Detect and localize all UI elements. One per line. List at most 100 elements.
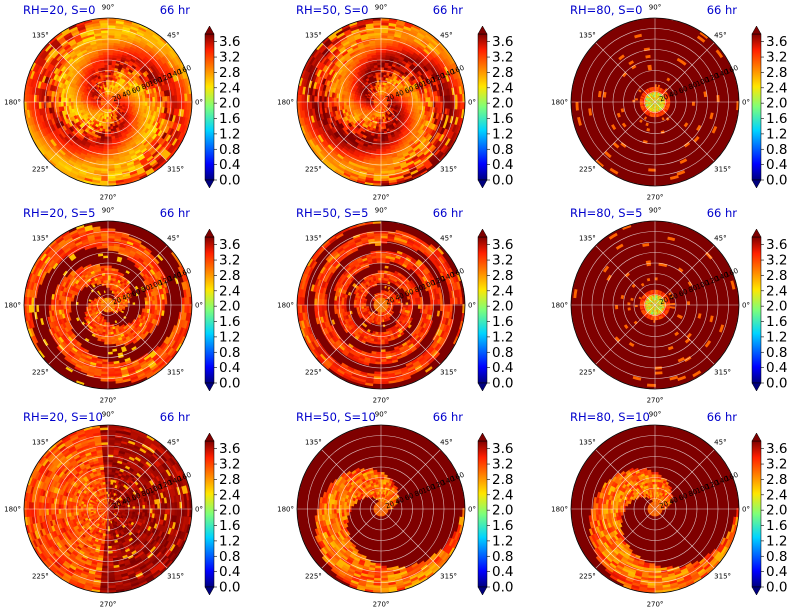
heatmap-cell bbox=[90, 102, 94, 104]
heatmap-cell bbox=[375, 151, 382, 155]
heatmap-cell bbox=[55, 62, 63, 70]
heatmap-cell bbox=[424, 33, 433, 41]
heatmap-cell bbox=[356, 104, 360, 108]
heatmap-cell bbox=[406, 160, 415, 167]
heatmap-cell bbox=[87, 100, 91, 103]
heatmap-cell bbox=[648, 107, 651, 111]
heatmap-cell bbox=[404, 142, 411, 149]
heatmap-cell bbox=[620, 142, 627, 148]
heatmap-cell bbox=[349, 25, 359, 32]
heatmap-cell bbox=[75, 23, 86, 30]
heatmap-cell bbox=[324, 40, 333, 49]
heatmap-cell bbox=[73, 105, 77, 110]
heatmap-cell bbox=[140, 73, 146, 79]
heatmap-cell bbox=[58, 97, 62, 103]
heatmap-cell bbox=[70, 102, 74, 107]
heatmap-cell bbox=[134, 49, 142, 55]
heatmap-cell bbox=[66, 128, 73, 135]
heatmap-cell bbox=[440, 143, 448, 153]
heatmap-cell bbox=[440, 75, 446, 84]
heatmap-cell bbox=[657, 103, 660, 105]
heatmap-cell bbox=[178, 115, 184, 125]
heatmap-cell bbox=[595, 159, 604, 168]
heatmap-cell bbox=[128, 60, 135, 66]
heatmap-cell bbox=[82, 302, 86, 306]
heatmap-cell bbox=[111, 113, 114, 117]
heatmap-cell bbox=[98, 104, 102, 107]
heatmap-cell bbox=[120, 100, 124, 102]
heatmap-cell bbox=[344, 116, 349, 122]
heatmap-cell bbox=[384, 57, 390, 61]
heatmap-cell bbox=[73, 95, 77, 100]
heatmap-cell bbox=[169, 81, 174, 90]
heatmap-cell bbox=[67, 159, 77, 166]
heatmap-cell bbox=[371, 98, 375, 100]
heatmap-cell bbox=[99, 309, 103, 312]
heatmap-cell bbox=[436, 141, 444, 150]
heatmap-cell bbox=[44, 44, 53, 53]
heatmap-cell bbox=[100, 100, 104, 102]
heatmap-cell bbox=[77, 28, 87, 34]
heatmap-cell bbox=[97, 132, 103, 137]
heatmap-cell bbox=[67, 38, 76, 45]
heatmap-cell bbox=[146, 73, 152, 80]
heatmap-cell bbox=[112, 115, 115, 119]
heatmap-cell bbox=[333, 40, 342, 48]
heatmap-cell bbox=[147, 156, 156, 164]
heatmap-cell bbox=[375, 77, 379, 81]
heatmap-cell bbox=[151, 125, 157, 133]
heatmap-cell bbox=[142, 132, 149, 139]
heatmap-cell bbox=[346, 98, 350, 103]
heatmap-cell bbox=[62, 67, 68, 74]
heatmap-cell bbox=[42, 153, 51, 163]
heatmap-cell bbox=[650, 103, 654, 106]
heatmap-cell bbox=[109, 300, 112, 304]
heatmap-cell bbox=[343, 145, 350, 152]
heatmap-cell bbox=[104, 306, 107, 310]
heatmap-cell bbox=[128, 68, 134, 74]
heatmap-cell bbox=[643, 109, 647, 113]
heatmap-cell bbox=[414, 105, 419, 110]
heatmap-cell bbox=[155, 40, 165, 48]
heatmap-cell bbox=[108, 133, 112, 137]
heatmap-cell bbox=[132, 37, 141, 44]
heatmap-cell bbox=[373, 32, 381, 36]
heatmap-cell bbox=[155, 153, 164, 162]
heatmap-cell bbox=[129, 25, 139, 32]
colorbar-ramp bbox=[204, 33, 215, 181]
heatmap-cell bbox=[634, 98, 639, 101]
heatmap-cell bbox=[317, 152, 326, 161]
heatmap-cell bbox=[657, 100, 661, 102]
heatmap-cell bbox=[60, 65, 66, 73]
heatmap-cell bbox=[83, 92, 88, 96]
heatmap-cell bbox=[74, 140, 81, 146]
heatmap-cell bbox=[409, 76, 415, 82]
heatmap-cell bbox=[341, 102, 345, 107]
heatmap-cell bbox=[412, 87, 417, 92]
heatmap-cell bbox=[110, 113, 113, 117]
heatmap-cell bbox=[130, 140, 137, 146]
heatmap-cell bbox=[110, 74, 114, 78]
panel-title: RH=80, S=0 bbox=[570, 3, 642, 17]
heatmap-cell bbox=[162, 118, 168, 126]
heatmap-cell bbox=[362, 41, 370, 46]
heatmap-cell bbox=[48, 78, 54, 86]
heatmap-cell bbox=[130, 64, 137, 70]
heatmap-cell bbox=[109, 307, 112, 310]
heatmap-cell bbox=[314, 121, 320, 130]
heatmap-cell bbox=[84, 44, 92, 50]
heatmap-cell bbox=[349, 147, 356, 153]
heatmap-cell bbox=[108, 94, 110, 98]
heatmap-cell bbox=[397, 154, 405, 160]
heatmap-cell bbox=[693, 136, 700, 143]
heatmap-cell bbox=[124, 103, 129, 106]
heatmap-cell bbox=[46, 63, 53, 72]
heatmap-cell bbox=[405, 101, 409, 105]
heatmap-cell bbox=[426, 62, 433, 70]
heatmap-cell bbox=[175, 63, 182, 73]
heatmap-cell bbox=[105, 109, 108, 113]
heatmap-cell bbox=[108, 307, 111, 311]
heatmap-cell bbox=[377, 106, 380, 110]
heatmap-cell bbox=[151, 33, 160, 41]
heatmap-cell bbox=[381, 146, 387, 150]
